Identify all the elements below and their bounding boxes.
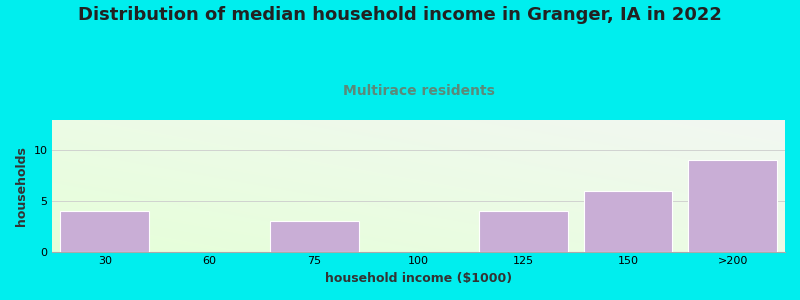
Bar bbox=[688, 160, 777, 252]
Text: Distribution of median household income in Granger, IA in 2022: Distribution of median household income … bbox=[78, 6, 722, 24]
Bar bbox=[583, 191, 673, 252]
Bar bbox=[270, 221, 358, 252]
X-axis label: household income ($1000): household income ($1000) bbox=[325, 272, 512, 285]
Title: Multirace residents: Multirace residents bbox=[342, 84, 494, 98]
Y-axis label: households: households bbox=[15, 146, 28, 226]
Bar bbox=[60, 211, 150, 252]
Bar bbox=[479, 211, 568, 252]
